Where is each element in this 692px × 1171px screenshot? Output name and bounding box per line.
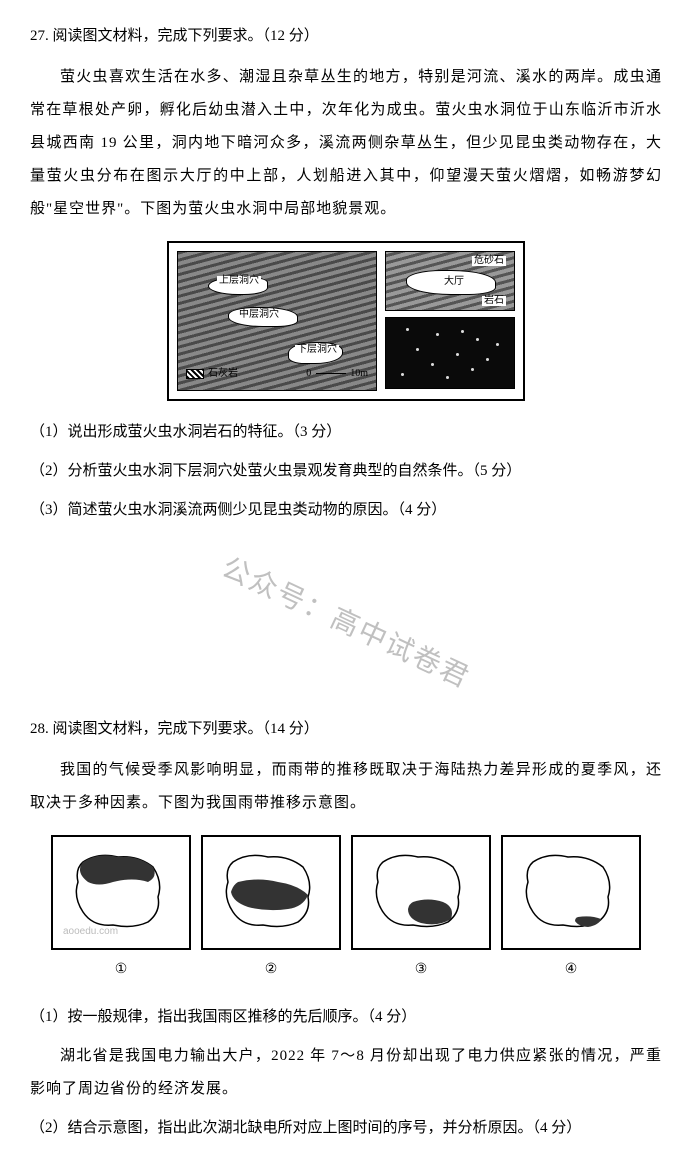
firefly-dot	[461, 330, 464, 333]
firefly-dot	[436, 333, 439, 336]
legend: 石灰岩	[186, 363, 238, 385]
middle-cave-label: 中层洞穴	[237, 310, 281, 320]
firefly-dot	[406, 328, 409, 331]
firefly-dot	[486, 358, 489, 361]
scale-zero: 0	[306, 368, 311, 379]
map-labels: ① ② ③ ④	[30, 955, 662, 986]
firefly-dot	[431, 363, 434, 366]
scale-ten: 10m	[350, 368, 368, 379]
hall-shape: 大厅	[406, 270, 496, 295]
scale-bar: 0 10m	[306, 363, 368, 385]
firefly-dot	[496, 343, 499, 346]
q28-sub1: （1）按一般规律，指出我国雨区推移的先后顺序。（4 分）	[30, 1001, 662, 1034]
scale-line	[316, 373, 346, 374]
map-num-4: ④	[501, 955, 641, 986]
legend-label: 石灰岩	[208, 363, 238, 385]
map-num-3: ③	[351, 955, 491, 986]
question-28-paragraph: 我国的气候受季风影响明显，而雨带的推移既取决于海陆热力差异形成的夏季风，还取决于…	[30, 754, 662, 820]
maps-row: aooedu.com	[30, 835, 662, 950]
firefly-dot	[456, 353, 459, 356]
hall-label: 大厅	[442, 277, 466, 287]
q27-figure-box: 上层洞穴 中层洞穴 下层洞穴 石灰岩 0 10m 大厅	[167, 241, 525, 401]
watermark-text: 公众号：高中试卷君	[211, 538, 482, 708]
stone-label: 危砂石	[472, 256, 506, 266]
upper-cave: 上层洞穴	[208, 277, 268, 295]
small-watermark: aooedu.com	[63, 921, 118, 943]
lower-cave: 下层洞穴	[288, 342, 343, 364]
map-3	[351, 835, 491, 950]
question-27-title: 27. 阅读图文材料，完成下列要求。（12 分）	[30, 20, 662, 53]
middle-cave: 中层洞穴	[228, 307, 298, 327]
firefly-dot	[471, 368, 474, 371]
rock-label: 岩石	[482, 296, 506, 306]
map-4	[501, 835, 641, 950]
right-panels: 大厅 危砂石 岩石	[385, 251, 515, 391]
map-1: aooedu.com	[51, 835, 191, 950]
q27-sub1: （1）说出形成萤火虫水洞岩石的特征。（3 分）	[30, 416, 662, 449]
q27-figure-container: 上层洞穴 中层洞穴 下层洞穴 石灰岩 0 10m 大厅	[30, 241, 662, 401]
question-28-title: 28. 阅读图文材料，完成下列要求。（14 分）	[30, 713, 662, 746]
watermark-area: 公众号：高中试卷君	[30, 533, 662, 713]
q27-sub2: （2）分析萤火虫水洞下层洞穴处萤火虫景观发育典型的自然条件。（5 分）	[30, 455, 662, 488]
firefly-dot	[446, 376, 449, 379]
limestone-hatch-icon	[186, 369, 204, 379]
question-28-paragraph2: 湖北省是我国电力输出大户，2022 年 7～8 月份却出现了电力供应紧张的情况，…	[30, 1040, 662, 1106]
china-map-2-svg	[213, 847, 333, 937]
firefly-photo	[385, 317, 515, 389]
question-27-paragraph: 萤火虫喜欢生活在水多、潮湿且杂草丛生的地方，特别是河流、溪水的两岸。成虫通常在草…	[30, 61, 662, 226]
map-num-2: ②	[201, 955, 341, 986]
firefly-dot	[476, 338, 479, 341]
q27-sub3: （3）简述萤火虫水洞溪流两侧少见昆虫类动物的原因。（4 分）	[30, 494, 662, 527]
firefly-dot	[401, 373, 404, 376]
firefly-dot	[416, 348, 419, 351]
map-num-1: ①	[51, 955, 191, 986]
cave-cross-section-diagram: 上层洞穴 中层洞穴 下层洞穴 石灰岩 0 10m	[177, 251, 377, 391]
lower-cave-label: 下层洞穴	[295, 345, 339, 355]
hall-detail-diagram: 大厅 危砂石 岩石	[385, 251, 515, 311]
china-map-4-svg	[513, 847, 633, 937]
china-map-3-svg	[363, 847, 483, 937]
q28-sub2: （2）结合示意图，指出此次湖北缺电所对应上图时间的序号，并分析原因。（4 分）	[30, 1112, 662, 1145]
upper-cave-label: 上层洞穴	[217, 276, 261, 286]
map-2	[201, 835, 341, 950]
